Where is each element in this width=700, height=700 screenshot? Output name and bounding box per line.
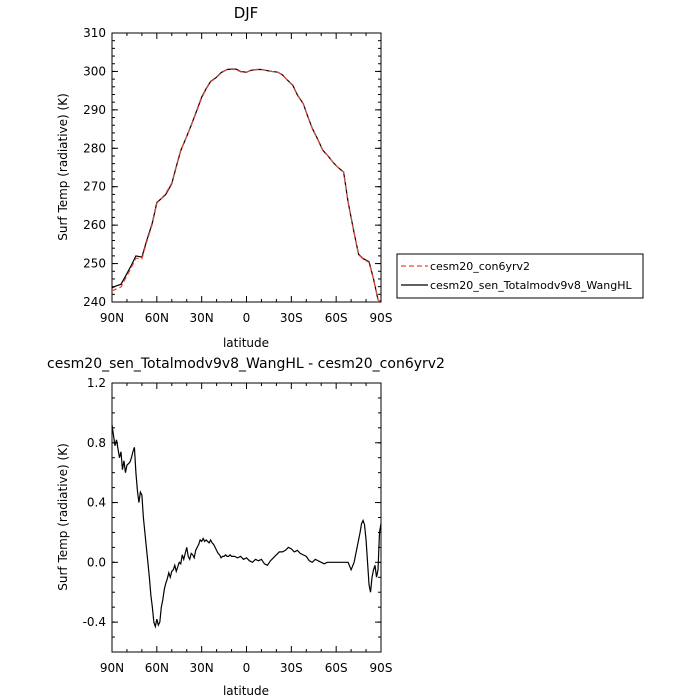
bottom-series-line-0 bbox=[111, 424, 382, 629]
bottom-ytick-label: 0.8 bbox=[87, 436, 106, 450]
bottom-xtick-label: 60N bbox=[145, 661, 169, 675]
panel-top: DJF 90N 60N 30N 0 30S 60S 90S 2402502602702802… bbox=[56, 4, 392, 350]
top-xtick-label: 60N bbox=[145, 311, 169, 325]
top-xtick-label: 90N bbox=[100, 311, 124, 325]
bottom-xtick-label: 90N bbox=[100, 661, 124, 675]
bottom-ytick-label: 0.0 bbox=[87, 555, 106, 569]
bottom-chart-title: cesm20_sen_Totalmodv9v8_WangHL - cesm20_… bbox=[47, 356, 445, 372]
top-xtick-label: 0 bbox=[243, 311, 251, 325]
bottom-plot-frame bbox=[111, 382, 382, 653]
top-chart-title: DJF bbox=[234, 4, 259, 22]
bottom-xtick-label: 30S bbox=[280, 661, 303, 675]
top-xtick-label: 90S bbox=[370, 311, 393, 325]
top-xtick-label: 30N bbox=[190, 311, 214, 325]
bottom-xtick-label: 0 bbox=[243, 661, 251, 675]
top-plot-frame bbox=[111, 32, 382, 303]
legend-label-sen: cesm20_sen_Totalmodv9v8_WangHL bbox=[430, 279, 633, 292]
bottom-xtick-label: 30N bbox=[190, 661, 214, 675]
legend-box bbox=[396, 253, 644, 299]
top-yaxis-label: Surf Temp (radiative) (K) bbox=[56, 93, 70, 241]
top-series-line-0 bbox=[111, 68, 382, 303]
top-series-line-1 bbox=[111, 68, 382, 303]
top-xtick-label: 60S bbox=[325, 311, 348, 325]
bottom-xtick-labels: 90N 60N 30N 0 30S 60S 90S bbox=[100, 661, 393, 675]
legend-label-con: cesm20_con6yrv2 bbox=[430, 260, 530, 273]
top-ytick-label: 240 bbox=[83, 295, 106, 309]
top-ytick-label: 270 bbox=[83, 180, 106, 194]
legend: cesm20_con6yrv2 cesm20_sen_Totalmodv9v8_… bbox=[396, 253, 644, 299]
top-xtick-label: 30S bbox=[280, 311, 303, 325]
top-ytick-labels: 240 250 260 270 280 290 300 310 bbox=[83, 26, 106, 309]
bottom-ytick-labels: -0.4 0.0 0.4 0.8 1.2 bbox=[83, 376, 106, 629]
top-ytick-label: 260 bbox=[83, 218, 106, 232]
bottom-ytick-label: -0.4 bbox=[83, 615, 106, 629]
top-xtick-labels: 90N 60N 30N 0 30S 60S 90S bbox=[100, 311, 393, 325]
bottom-series bbox=[111, 424, 382, 629]
top-xaxis-label: latitude bbox=[223, 336, 269, 350]
bottom-xtick-label: 90S bbox=[370, 661, 393, 675]
bottom-xaxis-label: latitude bbox=[223, 684, 269, 698]
top-ytick-label: 280 bbox=[83, 141, 106, 155]
top-ytick-label: 310 bbox=[83, 26, 106, 40]
top-ytick-label: 290 bbox=[83, 103, 106, 117]
top-ytick-label: 250 bbox=[83, 257, 106, 271]
top-gridless-ticks bbox=[111, 32, 382, 303]
top-series bbox=[111, 68, 382, 303]
top-ytick-label: 300 bbox=[83, 64, 106, 78]
bottom-yaxis-label: Surf Temp (radiative) (K) bbox=[56, 443, 70, 591]
bottom-ytick-label: 1.2 bbox=[87, 376, 106, 390]
bottom-xtick-label: 60S bbox=[325, 661, 348, 675]
bottom-ytick-label: 0.4 bbox=[87, 496, 106, 510]
panel-bottom: cesm20_sen_Totalmodv9v8_WangHL - cesm20_… bbox=[47, 356, 445, 698]
